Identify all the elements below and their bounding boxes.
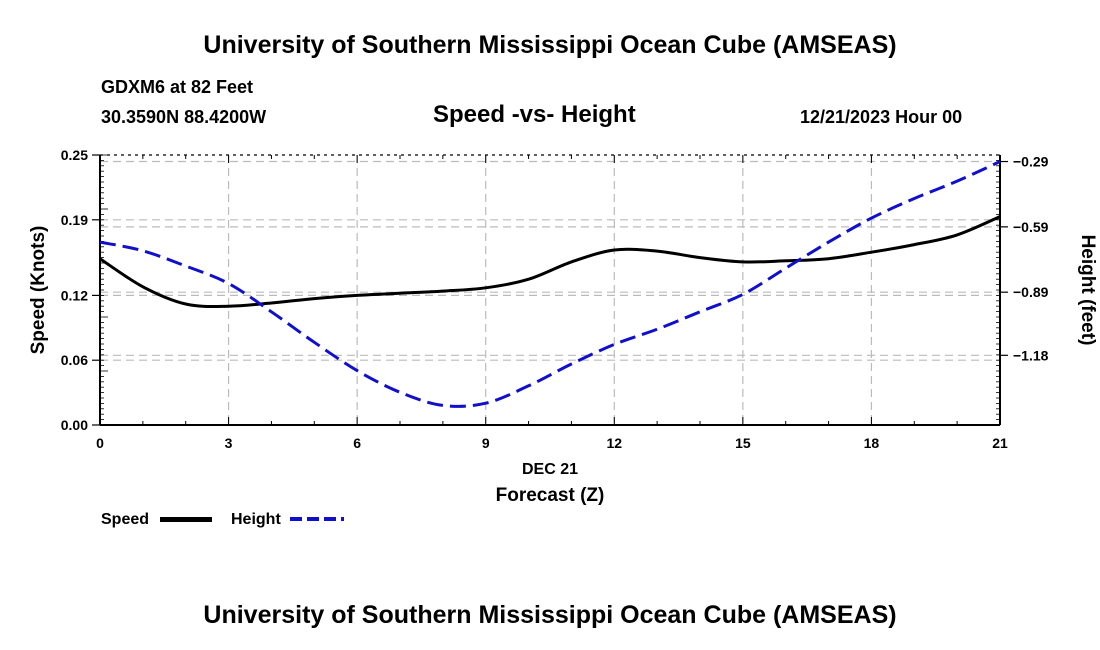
x-tick-label: 9 (482, 435, 490, 451)
x-tick-label: 18 (864, 435, 880, 451)
legend-speed-label: Speed (101, 511, 150, 528)
x-tick-label: 3 (225, 435, 233, 451)
y2-tick-label: −0.29 (1013, 154, 1049, 170)
x-tick-label: 12 (606, 435, 622, 451)
y-tick-label: 0.00 (61, 417, 88, 433)
series-layer (99, 160, 1001, 408)
forecast-date-label: 12/21/2023 Hour 00 (800, 107, 963, 127)
x-tick-label: 6 (353, 435, 361, 451)
legend-height-label: Height (231, 511, 281, 528)
footer-title: University of Southern Mississippi Ocean… (203, 601, 897, 629)
series-height-line (99, 160, 1001, 408)
y-tick-label: 0.06 (61, 352, 88, 368)
y-tick-label: 0.12 (61, 287, 88, 303)
x-axis-date-label: DEC 21 (522, 461, 578, 478)
x-tick-label: 21 (992, 435, 1008, 451)
label-layer: 0 3 6 9 12 15 18 21 0.00 0.06 0.12 0.19 0.25 −0.29 −0.… (28, 147, 1098, 506)
y2-tick-label: −0.59 (1013, 219, 1049, 235)
coordinates-label: 30.3590N 88.4200W (101, 107, 267, 127)
y2-axis-title: Height (feet) (1077, 235, 1098, 346)
y2-tick-label: −1.18 (1013, 347, 1049, 363)
axis-layer (92, 154, 1008, 426)
y2-tick-label: −0.89 (1013, 284, 1049, 300)
y-axis-title: Speed (Knots) (28, 226, 49, 355)
x-axis-title: Forecast (Z) (496, 485, 605, 506)
x-tick-label: 15 (735, 435, 751, 451)
grid-layer (100, 155, 1000, 425)
chart-title: University of Southern Mississippi Ocean… (203, 31, 897, 59)
series-speed-line (99, 215, 1001, 308)
chart-subtitle: Speed -vs- Height (433, 101, 636, 128)
legend-height-swatch (290, 517, 344, 521)
station-label: GDXM6 at 82 Feet (101, 77, 254, 97)
y-tick-label: 0.25 (61, 147, 88, 163)
y-tick-label: 0.19 (61, 212, 88, 228)
legend-speed-swatch (160, 517, 212, 522)
x-tick-label: 0 (96, 435, 104, 451)
